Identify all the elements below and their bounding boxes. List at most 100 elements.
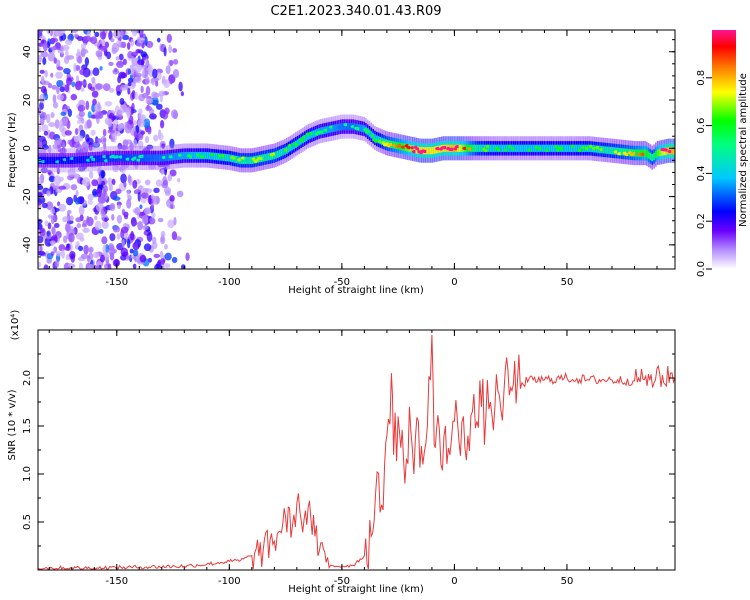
heatmap-noise-cell: [155, 179, 163, 187]
heatmap-ridge-core: [282, 148, 284, 156]
heatmap-noise-cell: [92, 188, 98, 196]
heatmap-noise-cell: [74, 128, 79, 136]
heatmap-noise-cell: [109, 233, 116, 242]
heatmap-ridge-core: [563, 144, 565, 152]
heatmap-noise-cell: [39, 118, 44, 123]
heatmap-noise-cell: [70, 93, 78, 101]
heatmap-noise-cell: [97, 101, 101, 110]
heatmap-noise-cell: [138, 114, 147, 120]
heatmap-noise-cell: [102, 128, 107, 137]
heatmap-noise-cell: [148, 113, 157, 120]
heatmap-ridge-core: [602, 146, 605, 154]
heatmap-ridge-core: [554, 144, 556, 152]
heatmap-noise-cell: [41, 112, 47, 121]
heatmap-ridge-core: [100, 155, 103, 163]
snr-frame: [37, 329, 676, 571]
heatmap-noise-cell: [99, 39, 106, 45]
heatmap-noise-cell: [125, 255, 131, 260]
heatmap-noise-cell: [107, 263, 112, 269]
heatmap-noise-cell: [165, 65, 171, 75]
heatmap-noise-cell: [176, 190, 184, 198]
heatmap-noise-cell: [56, 84, 60, 95]
heatmap-ridge-core: [102, 155, 104, 163]
heatmap-noise-cell: [169, 169, 177, 177]
heatmap-noise-cell: [38, 261, 42, 268]
heatmap-noise-cell: [47, 82, 53, 89]
heatmap-noise-cell: [135, 72, 142, 78]
heatmap-noise-cell: [104, 100, 113, 107]
heatmap-ridge-core: [77, 156, 79, 164]
heatmap-ridge-core: [262, 154, 265, 162]
heatmap-noise-cell: [127, 82, 132, 87]
heatmap-noise-cell: [78, 245, 84, 252]
heatmap-ridge-core: [649, 152, 652, 160]
heatmap-noise-cell: [155, 80, 159, 87]
heatmap-ridge-core: [458, 144, 461, 152]
heatmap-noise-cell: [164, 243, 168, 250]
heatmap-noise-cell: [67, 209, 72, 214]
heatmap-noise-cell: [172, 48, 178, 53]
heatmap-noise-cell: [145, 40, 154, 49]
x-tick-label: 50: [561, 277, 574, 288]
heatmap-noise-cell: [117, 203, 121, 210]
heatmap-noise-cell: [104, 243, 110, 253]
heatmap-noise-cell: [180, 91, 185, 97]
heatmap-noise-cell: [156, 37, 161, 43]
heatmap-ridge-core: [590, 144, 592, 153]
heatmap-ridge-core: [375, 135, 378, 143]
heatmap-ridge-core: [579, 144, 582, 152]
heatmap-noise-cell: [116, 60, 124, 69]
heatmap-ridge-core: [122, 154, 124, 162]
heatmap-noise-cell: [59, 86, 65, 93]
heatmap-noise-cell: [48, 122, 56, 128]
heatmap-noise-cell: [131, 221, 138, 226]
heatmap-ridge-core: [492, 144, 495, 152]
heatmap-noise-cell: [108, 184, 113, 192]
heatmap-noise-cell: [98, 228, 104, 234]
heatmap-ridge-core: [473, 144, 475, 152]
heatmap-ridge-core: [514, 144, 517, 152]
heatmap-ridge-core: [507, 144, 509, 152]
heatmap-ridge-core: [644, 149, 646, 157]
heatmap-ridge-core: [478, 144, 481, 152]
heatmap-noise-cell: [138, 37, 144, 44]
heatmap-noise-cell: [39, 69, 45, 74]
heatmap-noise-cell: [116, 91, 121, 96]
heatmap-noise-cell: [119, 98, 125, 105]
heatmap-noise-cell: [146, 231, 153, 242]
heatmap-noise-cell: [159, 94, 163, 103]
spectrogram-y-axis: -40 -20 0 20 40: [22, 39, 675, 258]
heatmap-noise-cell: [142, 224, 149, 231]
colorbar-ticks: 0.0 0.2 0.4 0.6 0.8: [696, 70, 712, 277]
heatmap-ridge-core: [280, 149, 283, 157]
heatmap-noise-cell: [53, 222, 60, 229]
heatmap-noise-cell: [143, 207, 152, 215]
heatmap-noise-cell: [56, 93, 64, 101]
heatmap-noise-cell: [104, 41, 110, 48]
heatmap-ridge-core: [89, 155, 92, 163]
heatmap-ridge-core: [249, 156, 252, 164]
colorbar: 0.0 0.2 0.4 0.6 0.8 Normalized spectral ampl…: [696, 30, 749, 277]
heatmap-noise-cell: [120, 84, 128, 91]
heatmap-ridge-core: [572, 144, 574, 152]
heatmap-noise-cell: [152, 68, 158, 79]
heatmap-noise-cell: [132, 249, 139, 257]
heatmap-ridge-core: [433, 146, 436, 154]
heatmap-noise-cell: [58, 203, 67, 212]
spectrogram-y-label: Frequency (Hz): [7, 112, 18, 188]
heatmap-noise-cell: [121, 238, 125, 249]
heatmap-ridge-core: [519, 144, 522, 152]
heatmap-ridge-core: [98, 155, 101, 163]
heatmap-ridge-core: [59, 156, 61, 164]
heatmap-noise-cell: [123, 181, 127, 188]
heatmap-noise-cell: [142, 33, 147, 39]
heatmap-ridge-core: [509, 144, 511, 152]
heatmap-ridge-core: [622, 148, 625, 156]
heatmap-noise-cell: [53, 175, 62, 186]
heatmap-noise-cell: [177, 177, 181, 183]
x-tick-label: -50: [334, 277, 350, 288]
heatmap-noise-cell: [158, 90, 165, 97]
heatmap-noise-cell: [38, 176, 42, 185]
heatmap-noise-cell: [41, 202, 48, 209]
heatmap-ridge-core: [44, 156, 47, 164]
